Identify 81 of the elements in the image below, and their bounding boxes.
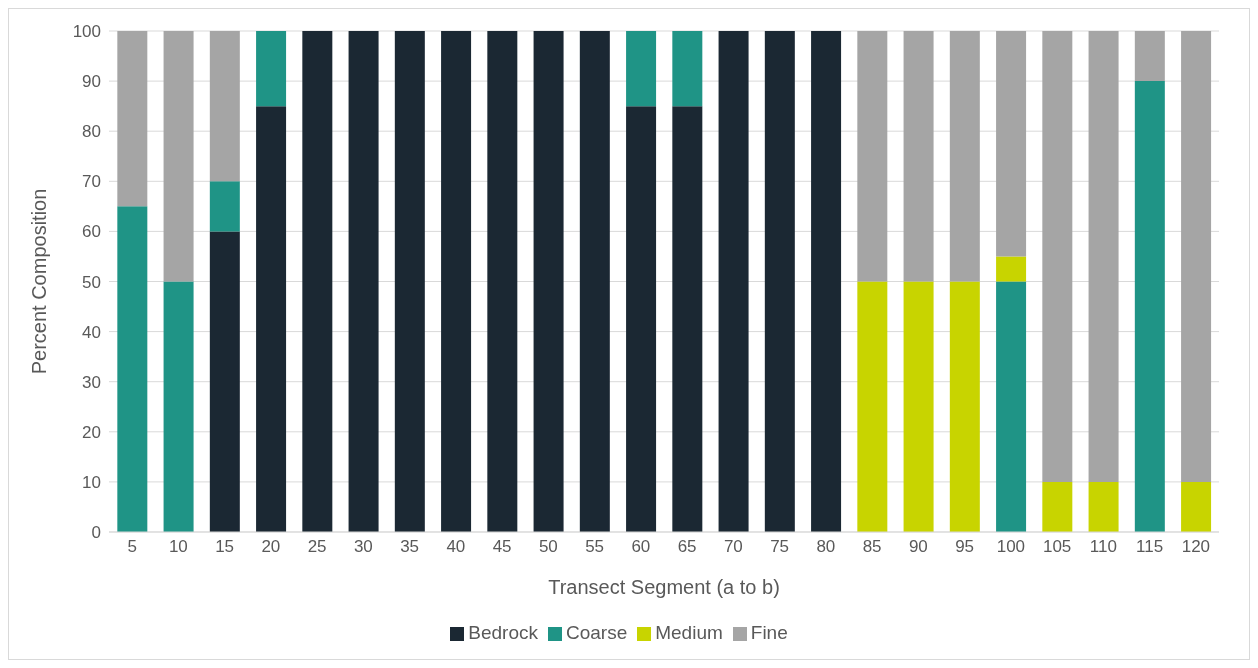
bar [1181, 31, 1212, 482]
y-axis-title: Percent Composition [28, 188, 51, 375]
x-tick-label: 15 [215, 537, 235, 557]
bar [441, 31, 472, 532]
x-tick-label: 45 [492, 537, 512, 557]
x-tick-label: 80 [816, 537, 836, 557]
x-tick-label: 85 [862, 537, 882, 557]
bar [672, 31, 703, 107]
x-tick-label: 50 [538, 537, 558, 557]
bar [949, 281, 980, 532]
x-tick-label: 120 [1181, 537, 1211, 557]
bar [256, 106, 287, 532]
bar [718, 31, 749, 532]
bar [1181, 481, 1212, 532]
y-tick-label: 0 [91, 523, 101, 543]
bar [579, 31, 610, 532]
bar [1088, 31, 1119, 482]
x-tick-label: 25 [307, 537, 327, 557]
bar [672, 106, 703, 532]
bar [1088, 481, 1119, 532]
x-tick-label: 30 [353, 537, 373, 557]
y-tick-label: 10 [82, 472, 101, 492]
y-tick-label: 50 [82, 272, 101, 292]
legend-label: Coarse [565, 622, 628, 643]
bar [1042, 481, 1073, 532]
bar [209, 181, 240, 232]
bar [487, 31, 518, 532]
bar [256, 31, 287, 107]
x-tick-label: 5 [127, 537, 137, 557]
y-tick-label: 60 [82, 222, 101, 242]
x-tick-label: 115 [1136, 537, 1164, 557]
y-tick-label: 90 [82, 72, 101, 92]
x-tick-label: 20 [261, 537, 281, 557]
x-tick-label: 95 [955, 537, 975, 557]
x-tick-label: 70 [723, 537, 743, 557]
x-tick-label: 65 [677, 537, 697, 557]
x-tick-label: 10 [168, 537, 188, 557]
legend-label: Medium [655, 622, 723, 643]
bar [996, 256, 1027, 282]
bar [163, 31, 194, 282]
legend-label: Bedrock [468, 622, 538, 643]
bar [1042, 31, 1073, 482]
bar [348, 31, 379, 532]
bar [996, 281, 1027, 532]
bar [117, 206, 148, 532]
x-axis-title: Transect Segment (a to b) [548, 576, 780, 598]
bar [163, 281, 194, 532]
bar [857, 281, 888, 532]
x-tick-label: 110 [1089, 537, 1117, 557]
x-tick-label: 105 [1042, 537, 1072, 557]
legend-label: Fine [750, 622, 788, 643]
bar [117, 31, 148, 207]
bar [903, 31, 934, 282]
x-tick-label: 35 [400, 537, 420, 557]
y-tick-label: 70 [82, 172, 101, 192]
bar [302, 31, 333, 532]
x-tick-label: 100 [996, 537, 1026, 557]
bar [857, 31, 888, 282]
x-tick-label: 90 [908, 537, 928, 557]
x-tick-label: 40 [446, 537, 466, 557]
y-tick-label: 40 [82, 322, 101, 342]
bar [394, 31, 425, 532]
y-tick-label: 30 [82, 372, 101, 392]
bar [209, 231, 240, 532]
bar [209, 31, 240, 182]
y-tick-label: 20 [82, 422, 101, 442]
x-tick-label: 60 [631, 537, 651, 557]
bar [903, 281, 934, 532]
bar [811, 31, 842, 532]
bar [1134, 81, 1165, 532]
bar [949, 31, 980, 282]
x-tick-label: 55 [585, 537, 605, 557]
bar [533, 31, 564, 532]
bar [996, 31, 1027, 257]
bar [626, 31, 657, 107]
y-tick-label: 80 [82, 122, 101, 142]
x-tick-label: 75 [770, 537, 790, 557]
bar [764, 31, 795, 532]
bar [1134, 31, 1165, 82]
y-tick-label: 100 [72, 22, 101, 42]
bar [626, 106, 657, 532]
